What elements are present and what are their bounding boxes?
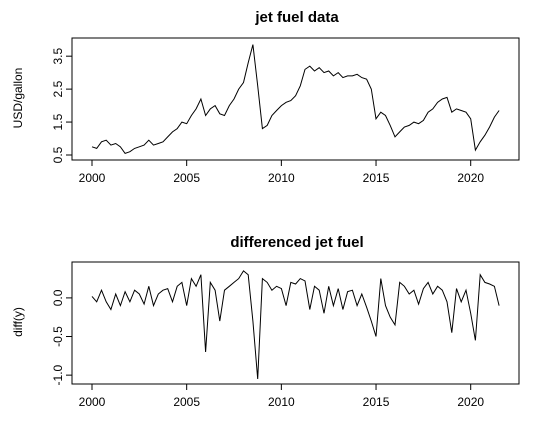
x-tick-label: 2015 [363,395,390,409]
jet-fuel-panel: jet fuel data USD/gallon 2000 2005 2010 201… [11,9,520,185]
x-tick-label: 2000 [79,171,106,185]
plot-frame [71,261,520,385]
y-tick-label: 2.5 [51,80,65,97]
series-line [91,270,500,380]
y-tick-label: 1.5 [51,113,65,130]
y-tick-label: 3.5 [51,48,65,65]
x-tick-label: 2015 [363,171,390,185]
x-tick-label: 2010 [268,395,295,409]
differenced-jet-fuel-panel: differenced jet fuel diff(y) 2000 2005 201… [11,234,520,409]
y-tick-label: -0.5 [51,326,65,347]
x-tick-label: 2005 [173,395,200,409]
x-tick-label: 2000 [79,395,106,409]
x-tick-label: 2020 [457,395,484,409]
chart-title: jet fuel data [254,9,339,26]
chart-title: differenced jet fuel [230,234,363,251]
series-line [91,44,500,154]
x-tick-label: 2005 [173,171,200,185]
y-axis-label: diff(y) [11,307,25,337]
y-tick-label: -1.0 [51,364,65,385]
y-tick-label: 0.0 [51,289,65,306]
x-tick-label: 2020 [457,171,484,185]
y-axis-label: USD/gallon [11,68,25,129]
plot-frame [71,37,520,161]
x-tick-label: 2010 [268,171,295,185]
y-tick-label: 0.5 [51,146,65,163]
